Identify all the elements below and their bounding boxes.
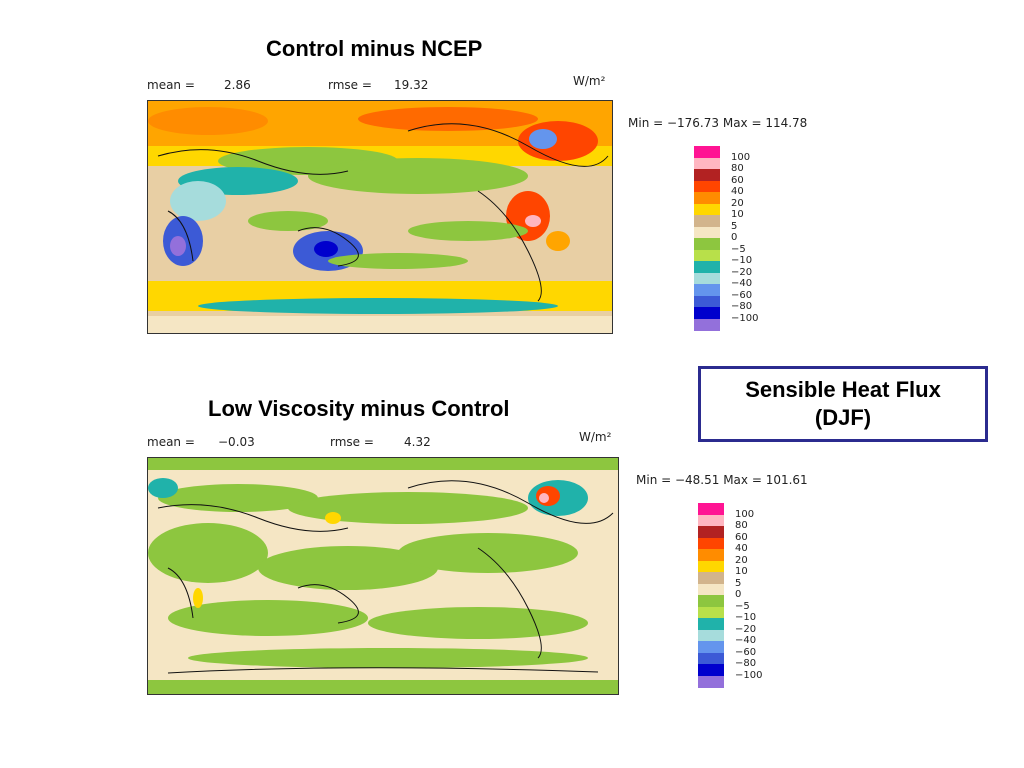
colorbar-swatch: [694, 215, 720, 227]
colorbar-swatch: [698, 583, 724, 596]
colorbar-swatch: [694, 192, 720, 204]
colorbar-label: 10: [731, 209, 744, 220]
panel-2-mean-value: −0.03: [218, 435, 255, 449]
colorbar-label: −20: [731, 266, 753, 278]
topic-season: (DJF): [814, 405, 872, 430]
panel-1-title: Control minus NCEP: [266, 36, 483, 61]
colorbar-label: −20: [735, 623, 757, 635]
panel-1-mean-label: mean =: [147, 78, 195, 92]
colorbar-label: 5: [735, 577, 742, 589]
panel-2-map-svg: [148, 458, 618, 694]
colorbar-label: −40: [731, 278, 753, 289]
colorbar-swatch: [694, 157, 720, 170]
colorbar-swatch: [694, 180, 720, 193]
colorbar-label: −5: [731, 243, 746, 255]
colorbar-label: 100: [731, 151, 751, 163]
panel-1-map: [147, 100, 613, 334]
colorbar-label: −40: [735, 635, 757, 646]
colorbar-label: 40: [731, 186, 744, 197]
colorbar-label: −100: [731, 312, 759, 324]
colorbar-swatch: [698, 572, 724, 584]
colorbar-label: 0: [731, 232, 738, 243]
colorbar-label: 100: [735, 508, 755, 520]
colorbar-swatch: [698, 629, 724, 642]
colorbar-label: −80: [735, 658, 757, 669]
colorbar-swatch: [694, 169, 720, 181]
colorbar-label: 80: [735, 520, 748, 531]
colorbar-label: 20: [731, 197, 744, 209]
colorbar-swatch: [698, 675, 724, 688]
colorbar-swatch: [698, 560, 724, 573]
colorbar-label: 10: [735, 566, 748, 577]
panel-1-rmse-value: 19.32: [394, 78, 429, 92]
colorbar-swatch: [694, 146, 720, 158]
colorbar-swatch: [698, 618, 724, 630]
colorbar-label: −10: [735, 612, 757, 623]
colorbar-swatch: [694, 203, 720, 216]
colorbar-label: −10: [731, 255, 753, 266]
colorbar-swatch: [698, 537, 724, 550]
colorbar-swatch: [698, 595, 724, 607]
colorbar-swatch: [694, 318, 720, 331]
colorbar-swatch: [698, 549, 724, 561]
panel-2-range: Min = −48.51 Max = 101.61: [636, 473, 808, 487]
colorbar-label: 60: [731, 174, 744, 186]
colorbar-label: 20: [735, 554, 748, 566]
colorbar-swatch: [698, 664, 724, 676]
colorbar-swatch: [694, 261, 720, 273]
panel-2-rmse-value: 4.32: [404, 435, 431, 449]
colorbar-label: 5: [731, 220, 738, 232]
colorbar-swatch: [694, 272, 720, 285]
colorbar-swatch: [694, 284, 720, 296]
colorbar-label: 60: [735, 531, 748, 543]
colorbar-swatch: [698, 503, 724, 515]
panel-1-mean-value: 2.86: [224, 78, 251, 92]
colorbar-swatch: [698, 526, 724, 538]
colorbar-swatch: [694, 226, 720, 239]
panel-2-mean-label: mean =: [147, 435, 195, 449]
colorbar-label: 40: [735, 543, 748, 554]
panel-1-range: Min = −176.73 Max = 114.78: [628, 116, 808, 130]
panel-2-title: Low Viscosity minus Control: [208, 396, 510, 421]
panel-2-map: [147, 457, 619, 695]
topic-title: Sensible Heat Flux: [745, 377, 941, 402]
colorbar-swatch: [698, 514, 724, 527]
colorbar-label: −60: [731, 289, 753, 301]
colorbar-swatch: [694, 238, 720, 250]
colorbar-label: −60: [735, 646, 757, 658]
colorbar-swatch: [698, 652, 724, 665]
panel-2-units: W/m²: [579, 430, 612, 444]
panel-2-rmse-label: rmse =: [330, 435, 374, 449]
colorbar-swatch: [698, 606, 724, 619]
colorbar-swatch: [694, 249, 720, 262]
topic-box: Sensible Heat Flux (DJF): [698, 366, 988, 442]
colorbar-label: 80: [731, 163, 744, 174]
panel-1-rmse-label: rmse =: [328, 78, 372, 92]
colorbar-swatch: [698, 641, 724, 653]
colorbar-swatch: [694, 307, 720, 319]
panel-1-map-svg: [148, 101, 612, 333]
colorbar-swatch: [694, 295, 720, 308]
colorbar-label: −100: [735, 669, 763, 681]
colorbar-label: −5: [735, 600, 750, 612]
colorbar-label: −80: [731, 301, 753, 312]
colorbar-label: 0: [735, 589, 742, 600]
panel-1-units: W/m²: [573, 74, 606, 88]
